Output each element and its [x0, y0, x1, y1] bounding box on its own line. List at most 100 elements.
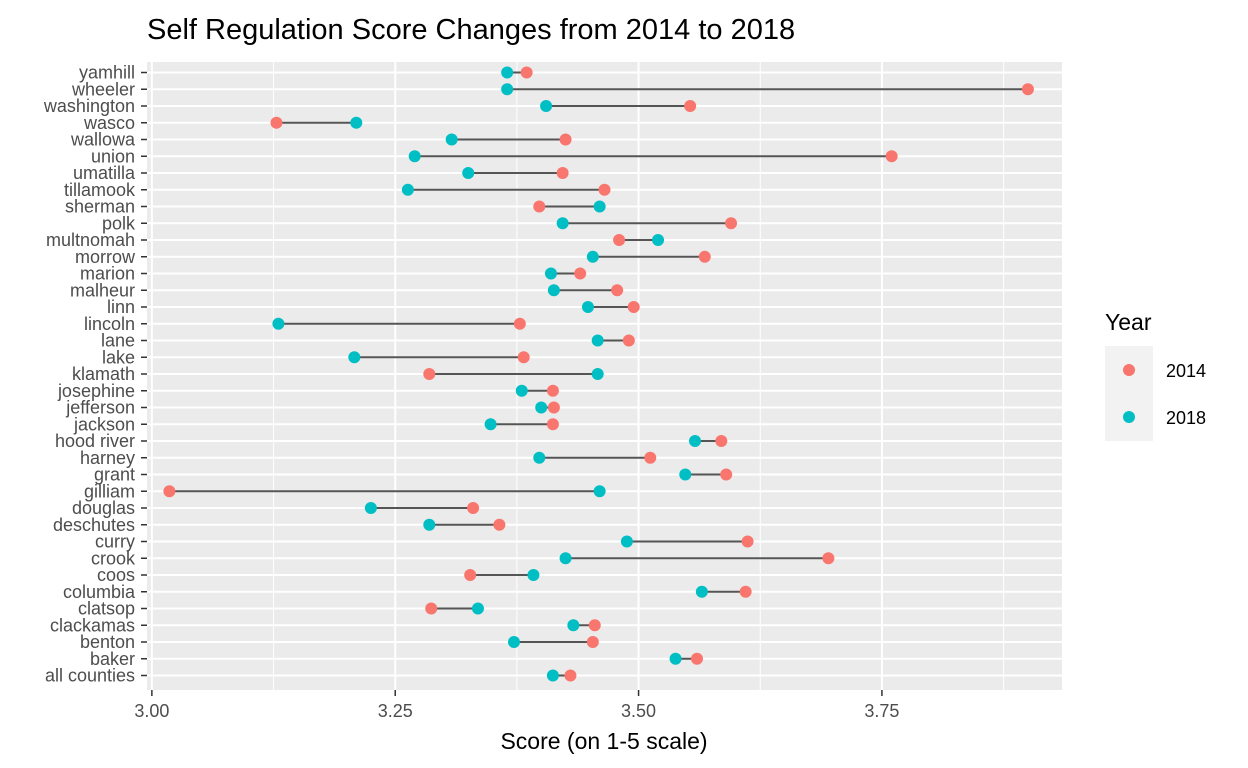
point-2014 [622, 334, 635, 347]
point-2018 [581, 301, 594, 313]
y-tick-label: baker [90, 649, 135, 669]
point-2014 [493, 518, 506, 531]
point-2014 [464, 569, 477, 581]
point-2014 [725, 217, 738, 230]
point-2018 [527, 569, 540, 581]
y-tick-label: jefferson [65, 398, 135, 418]
point-2018 [272, 317, 285, 330]
y-tick-label: multnomah [46, 230, 135, 250]
point-2018 [462, 167, 475, 179]
point-2014 [547, 401, 560, 414]
point-2014 [698, 250, 711, 263]
point-2018 [533, 451, 546, 464]
point-2014 [613, 234, 626, 246]
point-2018 [652, 234, 665, 246]
point-2014 [546, 418, 559, 431]
point-2014 [564, 669, 577, 682]
y-tick-label: crook [91, 548, 136, 568]
legend-title: Year [1105, 309, 1152, 335]
y-tick-label: yamhill [79, 63, 135, 83]
legend-items: 2014 2018 [1105, 346, 1206, 441]
x-axis-label: Score (on 1-5 scale) [500, 728, 707, 754]
point-2018 [423, 518, 436, 531]
y-tick-label: lake [102, 347, 135, 367]
y-tick-label: lane [101, 331, 135, 351]
point-2018 [669, 652, 682, 665]
point-2018 [501, 83, 514, 96]
point-2018 [689, 435, 702, 447]
y-tick-label: klamath [72, 364, 135, 384]
point-2018 [679, 468, 692, 481]
point-2014 [684, 100, 697, 112]
point-2014 [715, 435, 728, 447]
y-tick-label: benton [80, 632, 135, 652]
point-2014 [741, 535, 754, 548]
point-2014 [163, 485, 176, 498]
y-tick-label: clackamas [50, 615, 135, 635]
point-2018 [401, 183, 414, 196]
y-tick-label: jackson [73, 414, 135, 434]
y-tick-label: curry [95, 532, 135, 552]
y-tick-label: washington [43, 96, 135, 116]
y-tick-label: union [91, 146, 135, 166]
y-tick-label: wallowa [70, 130, 136, 150]
y-tick-label: coos [97, 565, 135, 585]
point-2018 [695, 585, 708, 598]
point-2014 [513, 317, 526, 330]
point-2018 [546, 669, 559, 682]
point-2014 [546, 384, 559, 397]
point-2018 [586, 250, 599, 263]
y-tick-label: columbia [63, 582, 136, 602]
point-2018 [408, 150, 421, 163]
y-tick-label: josephine [57, 381, 135, 401]
y-tick-label: malheur [70, 280, 135, 300]
y-tick-label: gilliam [84, 481, 135, 501]
y-tick-label: clatsop [78, 599, 135, 619]
y-tick-label: umatilla [73, 163, 136, 183]
point-2014 [574, 267, 587, 280]
point-2014 [270, 116, 283, 129]
y-tick-label: sherman [65, 197, 135, 217]
point-2018 [484, 418, 497, 431]
chart-title: Self Regulation Score Changes from 2014 … [147, 14, 795, 46]
legend-key-2014 [1123, 364, 1135, 376]
point-2014 [425, 602, 438, 615]
point-2014 [559, 133, 572, 146]
y-tick-label: deschutes [53, 515, 135, 535]
y-tick-label: douglas [72, 498, 135, 518]
point-2014 [822, 552, 835, 565]
point-2014 [885, 150, 898, 163]
point-2014 [598, 183, 611, 196]
point-2014 [627, 301, 640, 313]
y-tick-label: hood river [55, 431, 135, 451]
point-2014 [611, 284, 624, 297]
x-tick-label: 3.50 [621, 701, 656, 721]
point-2014 [690, 652, 703, 665]
point-2018 [593, 485, 606, 498]
y-tick-label: marion [80, 264, 135, 284]
point-2018 [591, 334, 604, 347]
y-tick-label: tillamook [64, 180, 136, 200]
point-2018 [559, 552, 572, 565]
point-2018 [471, 602, 484, 615]
point-2018 [591, 368, 604, 380]
plot-panel [147, 62, 1062, 690]
point-2014 [423, 368, 436, 380]
y-tick-label: harney [80, 448, 135, 468]
point-2014 [588, 619, 601, 632]
point-2014 [644, 451, 657, 464]
point-2014 [720, 468, 733, 481]
point-2018 [350, 116, 363, 129]
x-axis: 3.00 3.25 3.50 3.75 [134, 690, 899, 721]
point-2014 [517, 351, 530, 364]
y-tick-label: grant [94, 465, 135, 485]
point-2018 [593, 200, 606, 213]
y-tick-label: lincoln [84, 314, 135, 334]
legend-label-2014: 2014 [1166, 361, 1206, 381]
point-2014 [586, 636, 599, 648]
point-2014 [739, 585, 752, 598]
point-2014 [533, 200, 546, 213]
y-tick-label: morrow [75, 247, 136, 267]
x-tick-label: 3.00 [134, 701, 169, 721]
